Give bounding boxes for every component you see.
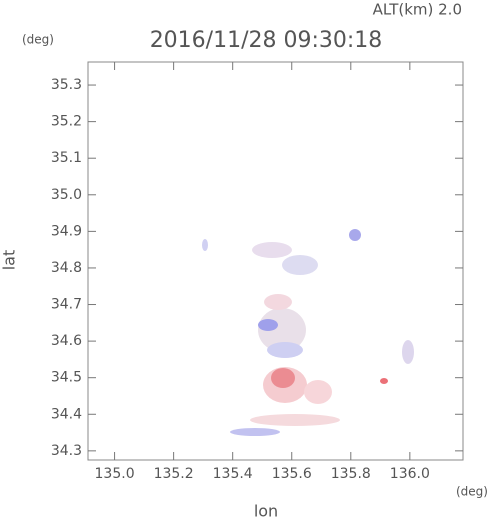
x-unit: (deg) [456,485,488,499]
x-tick-label: 135.0 [95,466,135,482]
x-tick-label: 135.2 [154,466,194,482]
radar-echoes [202,229,414,436]
echo [258,319,278,331]
y-tick-label: 34.4 [51,406,82,422]
echo [252,242,292,258]
y-tick-label: 34.5 [51,370,82,386]
y-axis-label: lat [0,250,19,271]
echo [282,255,318,275]
echo [230,428,280,436]
echo [402,340,414,364]
x-tick-label: 135.4 [213,466,253,482]
echo [349,229,361,241]
echo [267,342,303,358]
y-tick-label: 34.3 [51,443,82,459]
x-axis-label: lon [254,502,278,521]
echo [271,368,295,388]
echo [202,239,208,251]
echo [258,308,306,352]
y-tick-label: 34.7 [51,297,82,313]
x-tick-label: 135.8 [331,466,371,482]
echo [380,378,388,384]
y-unit: (deg) [22,33,54,47]
y-tick-label: 35.0 [51,187,82,203]
echo [250,414,340,426]
chart-title: 2016/11/28 09:30:18 [150,28,383,53]
y-tick-label: 34.9 [51,223,82,239]
y-tick-label: 35.1 [51,150,82,166]
echo [304,380,332,404]
y-tick-label: 35.2 [51,114,82,130]
echo [264,294,292,310]
x-tick-label: 136.0 [390,466,430,482]
y-tick-label: 34.6 [51,333,82,349]
y-tick-label: 35.3 [51,77,82,93]
plot-frame [87,61,464,461]
y-tick-label: 34.8 [51,260,82,276]
x-tick-label: 135.6 [272,466,312,482]
altitude-label: ALT(km) 2.0 [373,1,462,19]
